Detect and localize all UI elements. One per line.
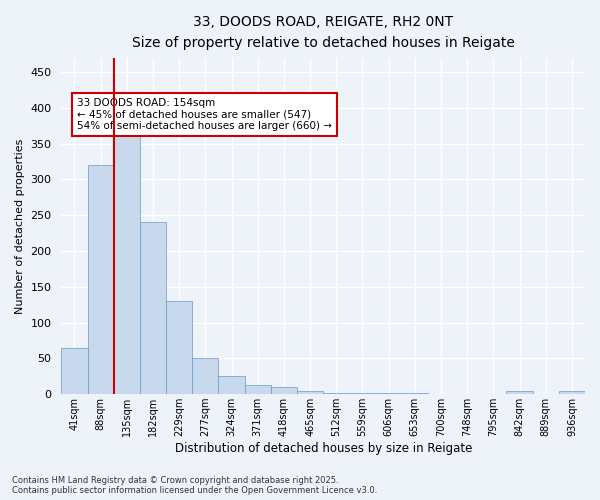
Bar [218,376,245,394]
Bar [559,390,585,394]
X-axis label: Distribution of detached houses by size in Reigate: Distribution of detached houses by size … [175,442,472,455]
Bar [140,222,166,394]
Bar [271,387,297,394]
Bar [88,165,114,394]
Bar [114,136,140,394]
Bar [193,358,218,394]
Bar [61,348,88,394]
Text: Contains HM Land Registry data © Crown copyright and database right 2025.
Contai: Contains HM Land Registry data © Crown c… [12,476,377,495]
Title: 33, DOODS ROAD, REIGATE, RH2 0NT
Size of property relative to detached houses in: 33, DOODS ROAD, REIGATE, RH2 0NT Size of… [132,15,515,50]
Bar [506,392,533,394]
Bar [245,385,271,394]
Bar [166,301,193,394]
Text: 33 DOODS ROAD: 154sqm
← 45% of detached houses are smaller (547)
54% of semi-det: 33 DOODS ROAD: 154sqm ← 45% of detached … [77,98,332,132]
Bar [323,392,349,394]
Bar [297,390,323,394]
Y-axis label: Number of detached properties: Number of detached properties [15,138,25,314]
